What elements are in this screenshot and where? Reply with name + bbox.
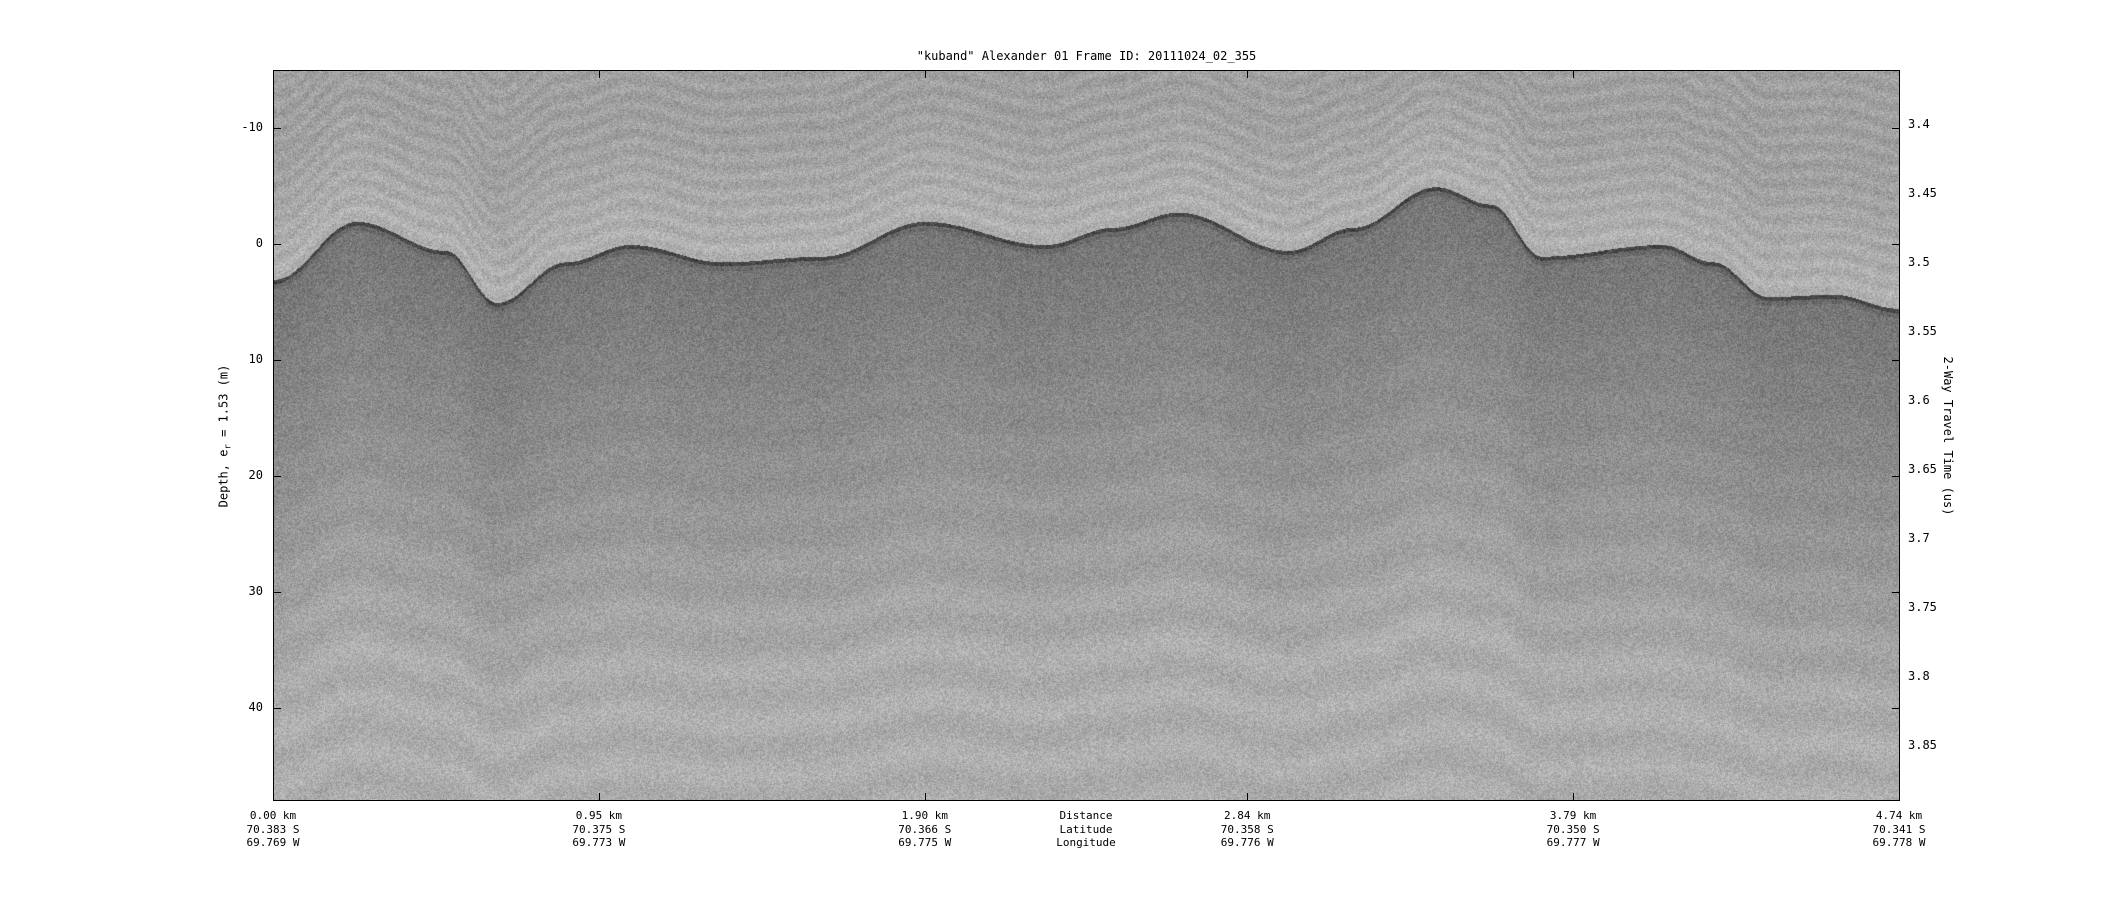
x-tick-latitude: 70.350 S [1547,823,1600,837]
x-tick-top [1899,70,1900,78]
x-row-label-latitude: Latitude [1056,823,1116,837]
x-tick-label: 2.84 km 70.358 S 69.776 W [1221,809,1274,850]
x-tick-distance: 4.74 km [1873,809,1926,823]
x-tick-distance: 3.79 km [1547,809,1600,823]
y-left-tick-right [1892,708,1900,709]
y-left-tick [273,592,281,593]
x-tick-latitude: 70.383 S [247,823,300,837]
y-left-tick-right [1892,592,1900,593]
y-left-tick-label: -10 [241,120,263,134]
x-tick-latitude: 70.366 S [898,823,951,837]
x-tick-bottom [1247,793,1248,801]
y-right-tick-label: 3.8 [1908,669,1930,683]
y-right-tick-label: 3.75 [1908,600,1937,614]
x-tick-distance: 0.00 km [247,809,300,823]
y-label-text: Depth, e [216,450,230,508]
y-left-tick-right [1892,128,1900,129]
x-tick-top [1573,70,1574,78]
x-tick-longitude: 69.773 W [572,836,625,850]
y-left-tick-right [1892,476,1900,477]
x-tick-distance: 2.84 km [1221,809,1274,823]
x-tick-label: 0.00 km 70.383 S 69.769 W [247,809,300,850]
radargram-plot [273,70,1900,801]
x-tick-label: 1.90 km 70.366 S 69.775 W [898,809,951,850]
x-tick-bottom [1899,793,1900,801]
y-left-tick [273,476,281,477]
y-axis-left-label: Depth, er = 1.53 (m) [216,365,233,508]
y-left-tick [273,128,281,129]
x-tick-latitude: 70.341 S [1873,823,1926,837]
y-right-tick-label: 3.7 [1908,531,1930,545]
x-tick-bottom [599,793,600,801]
y-right-tick-label: 3.6 [1908,393,1930,407]
x-tick-top [599,70,600,78]
x-tick-bottom [925,793,926,801]
y-left-tick [273,708,281,709]
x-tick-label: 0.95 km 70.375 S 69.773 W [572,809,625,850]
x-tick-latitude: 70.358 S [1221,823,1274,837]
y-right-tick-label: 3.4 [1908,117,1930,131]
y-right-tick-label: 3.65 [1908,462,1937,476]
y-left-tick [273,244,281,245]
x-tick-distance: 1.90 km [898,809,951,823]
y-left-tick-label: 30 [249,584,263,598]
x-tick-top [1247,70,1248,78]
x-tick-bottom [273,793,274,801]
x-tick-label: 3.79 km 70.350 S 69.777 W [1547,809,1600,850]
x-tick-longitude: 69.777 W [1547,836,1600,850]
y-right-tick-label: 3.45 [1908,186,1937,200]
y-left-tick [273,360,281,361]
x-row-label-longitude: Longitude [1056,836,1116,850]
x-tick-longitude: 69.776 W [1221,836,1274,850]
y-left-tick-right [1892,360,1900,361]
y-left-tick-label: 40 [249,700,263,714]
x-tick-longitude: 69.769 W [247,836,300,850]
x-tick-top [273,70,274,78]
y-right-tick-label: 3.5 [1908,255,1930,269]
chart-title: "kuband" Alexander 01 Frame ID: 20111024… [273,49,1900,63]
x-tick-top [925,70,926,78]
y-left-tick-label: 10 [249,352,263,366]
y-right-tick-label: 3.55 [1908,324,1937,338]
y-left-tick-label: 0 [256,236,263,250]
x-tick-label: 4.74 km 70.341 S 69.778 W [1873,809,1926,850]
x-row-label-distance: Distance [1056,809,1116,823]
y-left-tick-right [1892,244,1900,245]
y-left-tick-label: 20 [249,468,263,482]
y-right-tick-label: 3.85 [1908,738,1937,752]
y-label-rest: = 1.53 (m) [216,365,230,444]
x-row-labels: Distance Latitude Longitude [1056,809,1116,850]
radargram-image [274,71,1899,800]
x-tick-longitude: 69.778 W [1873,836,1926,850]
y-label-subscript: r [224,444,234,449]
x-tick-bottom [1573,793,1574,801]
x-tick-longitude: 69.775 W [898,836,951,850]
x-tick-distance: 0.95 km [572,809,625,823]
x-tick-latitude: 70.375 S [572,823,625,837]
y-axis-right-label: 2-Way Travel Time (us) [1941,357,1955,516]
